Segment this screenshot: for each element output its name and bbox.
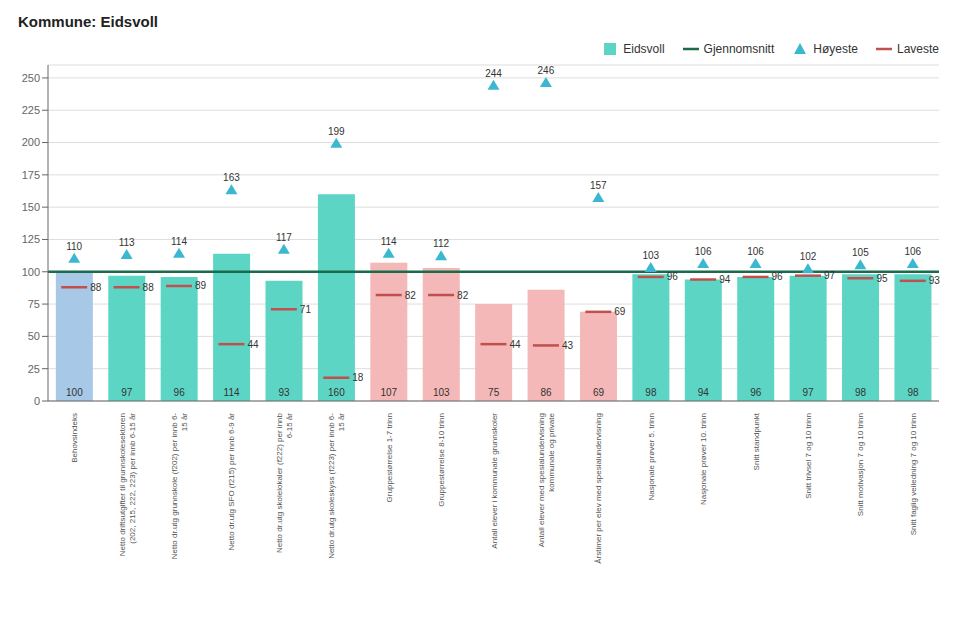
svg-text:Snitt trivsel 7 og 10 trinn: Snitt trivsel 7 og 10 trinn [804, 413, 813, 499]
svg-text:94: 94 [698, 387, 710, 398]
svg-text:Nasjonale prøver 10. trinn: Nasjonale prøver 10. trinn [699, 413, 708, 505]
html-text:Høyeste: Høyeste [813, 42, 858, 56]
svg-text:71: 71 [300, 304, 312, 315]
svg-text:18: 18 [352, 372, 364, 383]
svg-text:50: 50 [28, 330, 40, 342]
svg-text:117: 117 [276, 232, 292, 243]
svg-text:106: 106 [695, 246, 712, 257]
svg-text:97: 97 [803, 387, 815, 398]
svg-text:96: 96 [750, 387, 762, 398]
svg-text:106: 106 [747, 246, 764, 257]
svg-text:Netto dr.utg skolelokaler (f22: Netto dr.utg skolelokaler (f222) per inn… [275, 412, 294, 553]
svg-text:150: 150 [22, 201, 40, 213]
svg-text:Snitt faglig veiledning 7 og 1: Snitt faglig veiledning 7 og 10 trinn [909, 413, 918, 535]
svg-text:200: 200 [22, 136, 40, 148]
html-text:Laveste: Laveste [897, 42, 939, 56]
svg-text:89: 89 [195, 280, 207, 291]
svg-text:125: 125 [22, 233, 40, 245]
svg-text:163: 163 [223, 172, 240, 183]
svg-text:75: 75 [28, 298, 40, 310]
svg-text:43: 43 [562, 340, 574, 351]
html-text:Eidsvoll: Eidsvoll [623, 42, 665, 56]
svg-text:114: 114 [381, 236, 397, 247]
svg-text:69: 69 [593, 387, 605, 398]
html-text:Gjennomsnitt: Gjennomsnitt [703, 42, 775, 56]
svg-text:Netto dr.utg SFO (f215) per in: Netto dr.utg SFO (f215) per innb 6-9 år [227, 413, 236, 551]
svg-text:44: 44 [247, 339, 259, 350]
svg-text:69: 69 [614, 306, 626, 317]
svg-text:Netto driftsutgifter til grunn: Netto driftsutgifter til grunnskolesekto… [118, 413, 137, 557]
svg-text:88: 88 [143, 282, 155, 293]
svg-text:97: 97 [121, 387, 133, 398]
svg-text:114: 114 [171, 236, 187, 247]
svg-text:98: 98 [855, 387, 867, 398]
svg-text:Netto dr.utg skoleskyss (f223): Netto dr.utg skoleskyss (f223) per innb … [327, 413, 346, 559]
svg-text:98: 98 [907, 387, 919, 398]
svg-text:110: 110 [66, 241, 82, 252]
svg-text:44: 44 [510, 339, 522, 350]
svg-text:157: 157 [590, 180, 607, 191]
svg-text:246: 246 [538, 65, 555, 76]
svg-text:96: 96 [667, 271, 679, 282]
svg-text:250: 250 [22, 72, 40, 84]
svg-text:Snitt standpunkt: Snitt standpunkt [752, 412, 761, 470]
svg-text:Gruppestørrelse 8-10 trinn: Gruppestørrelse 8-10 trinn [437, 413, 446, 507]
svg-text:96: 96 [772, 271, 784, 282]
svg-text:86: 86 [541, 387, 553, 398]
svg-text:98: 98 [645, 387, 657, 398]
svg-text:Nasjonale prøver 5. trinn: Nasjonale prøver 5. trinn [647, 413, 656, 501]
svg-text:96: 96 [174, 387, 186, 398]
svg-text:100: 100 [22, 266, 40, 278]
html-text:Kommune: Eidsvoll: Kommune: Eidsvoll [18, 13, 158, 30]
svg-text:Netto dr.utg grunnskole (f202): Netto dr.utg grunnskole (f202) per innb … [170, 413, 189, 560]
svg-text:Behovsindeks: Behovsindeks [70, 413, 79, 463]
svg-text:Snitt motivasjon 7 og 10 trinn: Snitt motivasjon 7 og 10 trinn [856, 413, 865, 516]
svg-text:112: 112 [433, 238, 449, 249]
svg-text:105: 105 [852, 247, 869, 258]
svg-text:103: 103 [433, 387, 450, 398]
svg-text:82: 82 [457, 290, 469, 301]
svg-text:107: 107 [380, 387, 397, 398]
svg-text:95: 95 [876, 273, 888, 284]
svg-text:225: 225 [22, 104, 40, 116]
svg-text:102: 102 [800, 251, 817, 262]
svg-text:199: 199 [328, 126, 345, 137]
svg-text:Gruppestørrelse 1-7 trinn: Gruppestørrelse 1-7 trinn [385, 413, 394, 502]
svg-text:Antall elever i kommunale grun: Antall elever i kommunale grunnskoler [490, 413, 499, 549]
svg-text:244: 244 [485, 68, 502, 79]
svg-text:100: 100 [66, 387, 83, 398]
svg-text:160: 160 [328, 387, 345, 398]
svg-text:97: 97 [824, 270, 836, 281]
svg-text:114: 114 [224, 387, 240, 398]
svg-text:175: 175 [22, 169, 40, 181]
svg-text:Antall elever med spesialunder: Antall elever med spesialundervisningkom… [537, 412, 556, 547]
svg-text:88: 88 [90, 282, 102, 293]
svg-text:0: 0 [34, 395, 40, 407]
svg-text:82: 82 [405, 290, 417, 301]
svg-text:Årstimer per elev med spesialu: Årstimer per elev med spesialundervisnin… [594, 413, 603, 564]
svg-text:75: 75 [488, 387, 500, 398]
svg-text:25: 25 [28, 363, 40, 375]
svg-text:93: 93 [929, 275, 941, 286]
svg-text:106: 106 [904, 246, 921, 257]
svg-text:113: 113 [119, 237, 135, 248]
svg-text:94: 94 [719, 274, 731, 285]
svg-text:103: 103 [642, 250, 659, 261]
svg-text:93: 93 [278, 387, 290, 398]
